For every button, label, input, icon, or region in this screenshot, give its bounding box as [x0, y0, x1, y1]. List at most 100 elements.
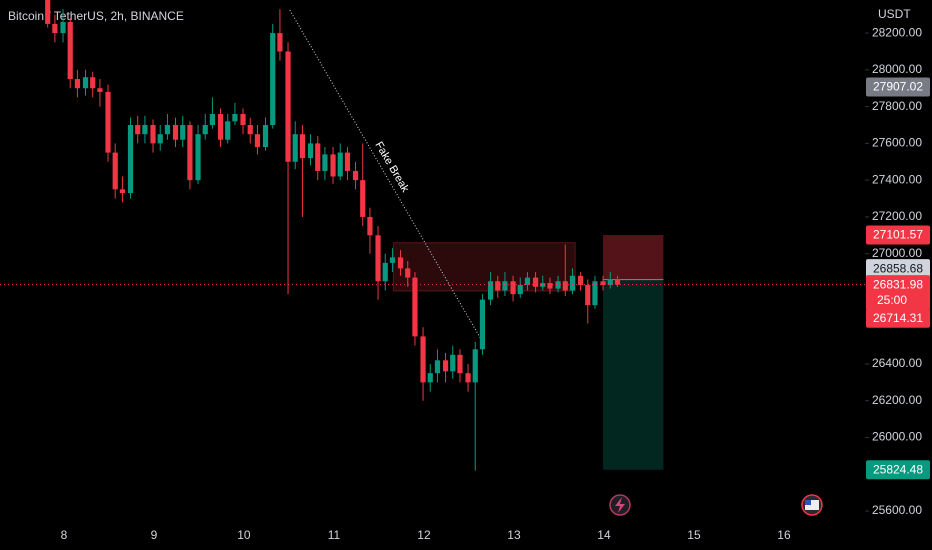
candle-body: [277, 33, 283, 52]
candle-body: [412, 277, 418, 337]
candle-body: [502, 281, 508, 291]
plot: 28200.00 28000.00 27800.00 27600.00 27400.00…: [0, 0, 922, 542]
candle-body: [247, 125, 253, 135]
candle-body: [487, 281, 494, 300]
price-label-box: [866, 225, 930, 245]
candle-body: [524, 277, 531, 285]
candle-body: [254, 134, 261, 148]
x-tick-label: 11: [328, 528, 341, 542]
x-tick-label: 12: [417, 528, 431, 542]
axis-unit: USDT: [878, 7, 911, 21]
candle-body: [135, 125, 141, 135]
x-tick-label: 9: [151, 528, 158, 542]
price-label: 26714.31: [873, 311, 923, 325]
target-zone: [603, 279, 664, 470]
trend-line: [289, 9, 482, 341]
price-label-box: [866, 275, 930, 311]
event-icon[interactable]: [801, 494, 823, 516]
candle-body: [164, 125, 171, 135]
candle-body: [360, 180, 366, 217]
candle-body: [569, 275, 576, 291]
y-tick-label: 27200.00: [872, 209, 922, 223]
candle-body: [74, 79, 81, 89]
candle-body: [472, 349, 478, 383]
y-tick-label: 28200.00: [872, 25, 922, 39]
candle-body: [450, 354, 456, 372]
candle-body: [209, 113, 216, 126]
y-tick-label: 25600.00: [872, 503, 922, 517]
x-tick-label: 8: [61, 528, 68, 542]
candle-body: [427, 373, 433, 383]
x-tick-label: 16: [777, 528, 791, 542]
candle-body: [547, 283, 553, 289]
candle-body: [292, 134, 298, 162]
x-tick-label: 15: [687, 528, 701, 542]
candle-body: [187, 125, 193, 181]
candle-body: [337, 152, 343, 177]
y-tick-label: 26400.00: [872, 356, 922, 370]
candle-body: [442, 360, 449, 372]
candle-body: [299, 134, 306, 159]
icon-bolt[interactable]: [615, 497, 625, 513]
candle-body: [600, 281, 606, 285]
candle-body: [315, 143, 321, 171]
candle-body: [330, 154, 336, 177]
x-tick-label: 14: [597, 528, 611, 542]
y-tick-label: 27000.00: [872, 246, 922, 260]
countdown: 25:00: [877, 293, 907, 307]
price-label-box: [866, 259, 930, 279]
price-label: 25824.48: [873, 462, 923, 476]
price-label: 26858.68: [873, 261, 923, 275]
candle-body: [142, 125, 148, 135]
candle-body: [195, 134, 201, 181]
candle-body: [562, 281, 568, 291]
candle-body: [495, 281, 501, 291]
candle-body: [344, 152, 351, 171]
icon-flag-corner[interactable]: [805, 500, 811, 505]
candle-body: [202, 125, 208, 135]
candle-body: [607, 279, 613, 285]
candle-body: [465, 373, 471, 383]
y-tick-label: 26000.00: [872, 430, 922, 444]
candle-body: [585, 284, 591, 306]
y-tick-label: 27400.00: [872, 172, 922, 186]
candle-body: [434, 360, 441, 374]
y-tick-label: 28000.00: [872, 62, 922, 76]
candle-body: [157, 134, 163, 144]
candle-body: [45, 0, 51, 24]
candle-body: [592, 281, 598, 306]
price-label-box: [866, 460, 930, 480]
candle-body: [397, 257, 404, 269]
candle-body: [555, 281, 561, 289]
price-label-box: [866, 77, 930, 97]
candle-body: [225, 121, 231, 140]
candle-body: [262, 125, 269, 148]
candle-body: [510, 281, 516, 295]
candle-body: [382, 262, 388, 282]
candle-body: [127, 125, 134, 194]
candle-body: [479, 299, 486, 350]
candle-body: [367, 216, 373, 236]
price-label: 27907.02: [873, 80, 923, 94]
candle-body: [532, 277, 539, 287]
candle-body: [97, 88, 103, 92]
price-label-box: [866, 308, 930, 328]
stop-zone: [603, 235, 664, 280]
candle-body: [172, 125, 179, 140]
candle-body: [240, 113, 246, 126]
candle-body: [90, 77, 96, 89]
candle-body: [112, 152, 118, 190]
candle-body: [457, 354, 463, 374]
candle-body: [375, 235, 381, 282]
candle-body: [150, 125, 156, 144]
y-tick-label: 27800.00: [872, 99, 922, 113]
candle-body: [614, 279, 621, 285]
candle-body: [285, 51, 291, 162]
alert-icon[interactable]: [609, 494, 631, 516]
icon-flag[interactable]: [805, 500, 819, 510]
candle-body: [217, 113, 224, 140]
candle-body: [180, 125, 186, 140]
candle-body: [540, 283, 546, 287]
